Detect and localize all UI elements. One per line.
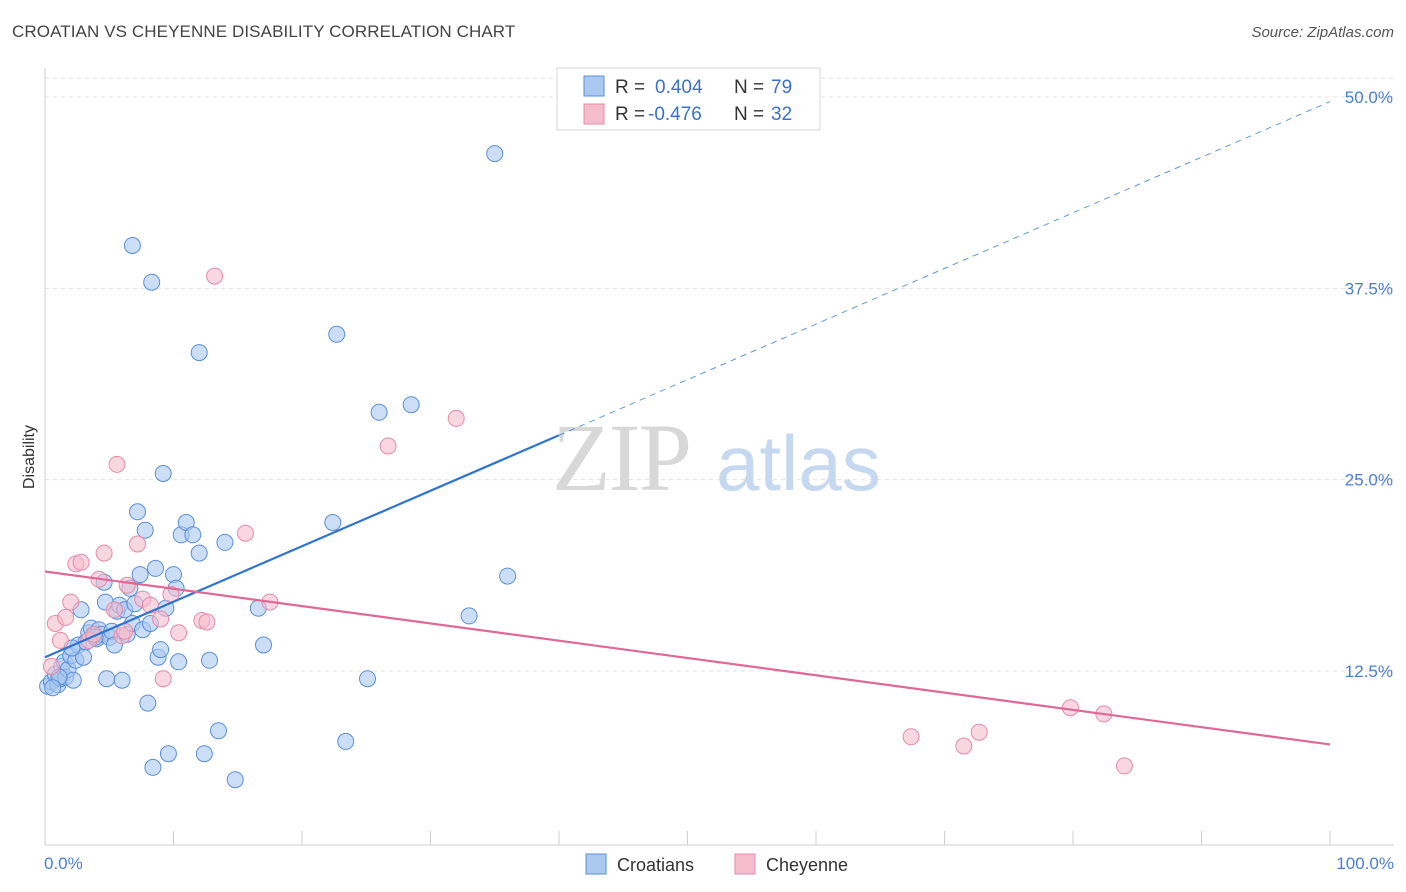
y-tick-label-0: 12.5%: [1345, 662, 1393, 681]
cheyenne-point-30: [955, 737, 973, 755]
cheyenne-point-20: [154, 670, 172, 688]
legend-n-value-croatians: 79: [771, 77, 792, 98]
legend-box: R = 0.404 N = 79 R = -0.476 N = 32: [556, 67, 821, 131]
croatians-point-66: [359, 670, 376, 688]
legend-r-label-cheyenne: R =: [615, 104, 645, 125]
y-tick-label-3: 50.0%: [1345, 88, 1393, 107]
croatians-point-10: [64, 671, 82, 689]
watermark-atlas: atlas: [716, 419, 881, 507]
croatians-point-55: [190, 544, 208, 562]
croatians-point-45: [152, 641, 170, 659]
bottom-legend-swatch-cheyenne: [734, 853, 756, 875]
cheyenne-point-11: [105, 601, 123, 619]
croatians-point-67: [370, 403, 388, 421]
trend-line-croatians-extension: [558, 101, 1331, 436]
trend-line-croatians: [44, 434, 560, 659]
cheyenne-point-4: [62, 593, 80, 611]
cheyenne-point-28: [447, 409, 465, 427]
x-tick-label-max: 100.0%: [1336, 854, 1394, 873]
croatians-point-64: [328, 325, 346, 343]
cheyenne-point-12: [108, 455, 126, 473]
croatians-point-74: [190, 344, 208, 362]
bottom-legend-swatch-croatians: [585, 853, 607, 875]
cheyenne-point-25: [206, 267, 224, 285]
chart-title: CROATIAN VS CHEYENNE DISABILITY CORRELAT…: [12, 22, 516, 41]
trend-line-cheyenne: [44, 570, 1331, 746]
legend-n-label-croatians: N =: [734, 77, 764, 98]
legend-swatch-cheyenne: [583, 103, 605, 125]
croatians-point-24: [98, 670, 116, 688]
croatians-point-70: [486, 145, 504, 163]
cheyenne-point-6: [72, 553, 90, 571]
y-tick-labels: 12.5% 25.0% 37.5% 50.0%: [1345, 88, 1393, 681]
croatians-point-46: [154, 465, 172, 482]
croatians-point-72: [123, 237, 141, 254]
croatians-point-63: [324, 514, 342, 531]
watermark-zip: ZIP: [552, 404, 690, 511]
croatians-point-71: [499, 567, 517, 585]
croatians-point-60: [226, 771, 244, 789]
chart-source: Source: ZipAtlas.com: [1251, 24, 1394, 41]
legend-r-label-croatians: R =: [615, 77, 645, 98]
x-ticks: [44, 831, 1331, 845]
cheyenne-point-0: [42, 657, 60, 675]
croatians-point-65: [337, 732, 355, 750]
croatians-point-54: [184, 526, 202, 544]
croatians-point-56: [195, 745, 213, 763]
cheyenne-point-19: [152, 610, 170, 628]
croatians-point-69: [460, 607, 478, 625]
croatians-point-49: [165, 566, 182, 584]
y-axis-label: Disability: [21, 425, 38, 489]
croatians-point-30: [113, 671, 131, 689]
cheyenne-point-31: [970, 723, 988, 741]
croatians-point-51: [170, 653, 188, 671]
bottom-legend: Croatians Cheyenne: [585, 853, 848, 875]
croatians-point-73: [143, 273, 161, 291]
legend-swatch-croatians: [583, 75, 605, 97]
cheyenne-point-34: [1115, 757, 1133, 775]
cheyenne-point-29: [902, 728, 920, 746]
trend-lines: [44, 101, 1331, 746]
x-tick-label-min: 0.0%: [44, 854, 83, 873]
croatians-point-40: [139, 694, 157, 712]
cheyenne-point-10: [95, 544, 113, 562]
cheyenne-point-15: [118, 576, 136, 594]
croatians-point-78: [44, 679, 62, 697]
croatians-point-48: [159, 745, 177, 763]
cheyenne-point-22: [170, 624, 188, 642]
croatians-point-59: [216, 533, 234, 551]
legend-r-value-cheyenne: -0.476: [648, 104, 702, 125]
grid: [45, 77, 1394, 672]
cheyenne-point-3: [57, 608, 75, 626]
bottom-legend-label-croatians: Croatians: [617, 855, 694, 875]
bottom-legend-label-cheyenne: Cheyenne: [766, 855, 848, 875]
series-cheyenne: [42, 267, 1133, 775]
y-tick-label-2: 37.5%: [1345, 279, 1393, 298]
cheyenne-point-26: [237, 524, 254, 542]
croatians-point-62: [255, 636, 272, 654]
cheyenne-point-2: [51, 631, 69, 649]
croatians-point-43: [147, 559, 164, 577]
cheyenne-point-24: [198, 613, 216, 631]
croatians-point-36: [129, 503, 146, 521]
cheyenne-point-27: [379, 437, 397, 455]
croatians-point-39: [136, 521, 154, 539]
cheyenne-point-16: [129, 535, 146, 553]
y-tick-label-1: 25.0%: [1345, 471, 1393, 490]
croatians-point-57: [201, 651, 218, 669]
legend-n-value-cheyenne: 32: [771, 104, 792, 125]
croatians-point-58: [210, 722, 227, 740]
croatians-point-68: [402, 396, 420, 414]
legend-n-label-cheyenne: N =: [734, 104, 764, 125]
croatians-point-42: [144, 758, 162, 776]
croatians-point-37: [131, 566, 149, 584]
legend-r-value-croatians: 0.404: [655, 77, 703, 98]
